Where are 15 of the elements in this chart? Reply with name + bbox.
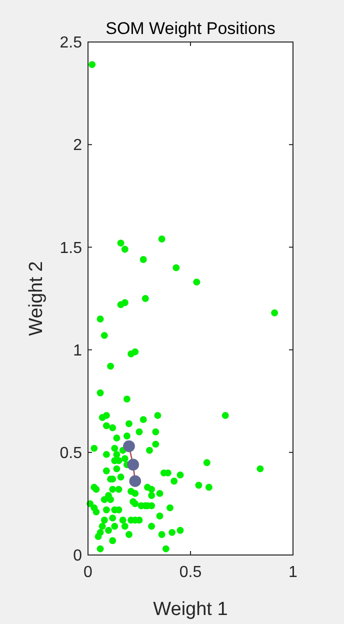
y-tick-label: 0 xyxy=(73,548,82,565)
y-tick-label: 0.5 xyxy=(60,445,82,462)
x-tick-label: 0 xyxy=(84,564,93,581)
point xyxy=(127,458,140,471)
y-axis-title: Weight 2 xyxy=(26,261,47,336)
y-tick-label: 1.5 xyxy=(60,240,82,257)
x-tick-label: 1 xyxy=(288,564,298,581)
x-axis-title: Weight 1 xyxy=(153,599,228,620)
y-tick-label: 2 xyxy=(73,137,82,154)
point xyxy=(129,475,142,488)
point xyxy=(123,440,135,452)
chart-title: SOM Weight Positions xyxy=(106,19,276,38)
y-tick-label: 1 xyxy=(73,342,82,360)
y-tick-label: 2.5 xyxy=(60,34,82,52)
x-tick-label: 0.5 xyxy=(179,564,202,581)
